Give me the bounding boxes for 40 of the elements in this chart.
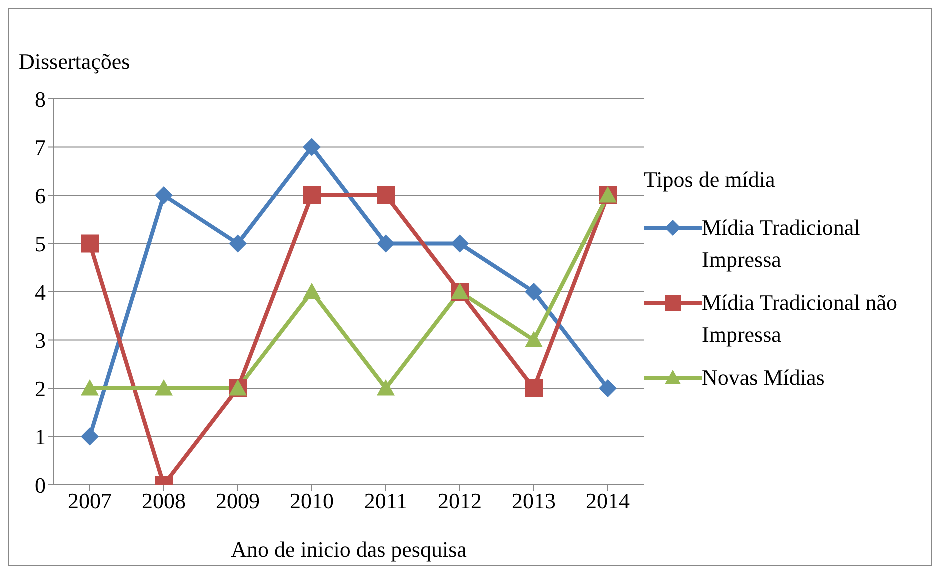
y-tick-label: 7 — [35, 135, 46, 160]
x-tick-label: 2008 — [142, 488, 186, 514]
y-tick-label: 5 — [35, 232, 46, 257]
point — [81, 380, 99, 396]
y-tick-label: 2 — [35, 376, 46, 402]
x-tick-label: 2011 — [364, 488, 408, 514]
y-tick-label: 8 — [35, 86, 46, 112]
point — [303, 138, 321, 156]
point — [525, 283, 543, 301]
y-tick-label: 0 — [35, 472, 46, 498]
y-tick-label: 6 — [35, 183, 46, 208]
point — [155, 186, 173, 204]
x-tick-label: 2009 — [216, 488, 260, 514]
legend-label: Mídia Tradicional Impressa — [702, 214, 862, 274]
y-tick-label: 3 — [35, 328, 46, 354]
legend-title: Tipos de mídia — [644, 166, 776, 192]
point — [525, 331, 543, 348]
legend-label: Novas Mídias — [702, 364, 826, 392]
point — [451, 234, 469, 253]
y-tick-label: 1 — [35, 424, 46, 450]
point — [377, 380, 395, 396]
y-tick-label: 4 — [35, 280, 46, 305]
x-axis-title: Ano de inicio das pesquisa — [231, 537, 468, 562]
point — [81, 428, 99, 446]
y-axis-title: Dissertações — [19, 49, 130, 75]
point — [599, 380, 617, 398]
point — [155, 380, 173, 396]
x-tick-label: 2014 — [586, 488, 630, 514]
point — [229, 234, 247, 253]
point — [525, 380, 543, 398]
point — [81, 234, 99, 253]
x-tick-label: 2010 — [290, 488, 334, 514]
x-tick-label: 2012 — [438, 488, 482, 514]
x-tick-label: 2007 — [68, 488, 112, 514]
point — [303, 186, 321, 204]
point — [377, 186, 395, 204]
legend-label: Mídia Tradicional não Impressa — [702, 288, 899, 349]
x-tick-label: 2013 — [512, 488, 556, 514]
point — [377, 234, 395, 253]
point — [303, 283, 321, 300]
